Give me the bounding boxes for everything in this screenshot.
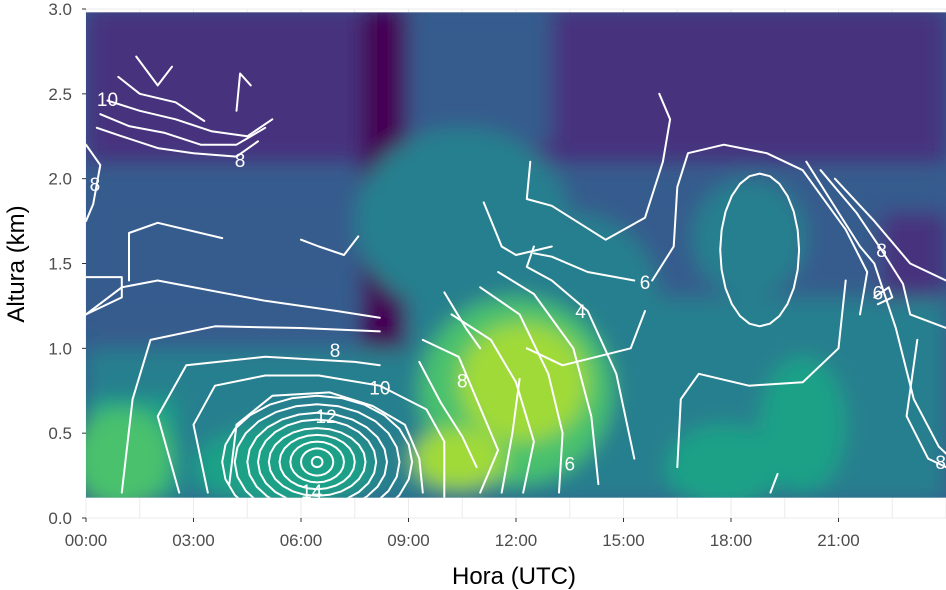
contour-labels: 10 8 8 8 10 12 14 8 4 6 6 8 6 8 xyxy=(90,90,946,503)
contour-label: 8 xyxy=(457,372,468,393)
contour-label: 8 xyxy=(90,175,101,196)
contour-label: 8 xyxy=(330,341,341,362)
x-tick-label: 00:00 xyxy=(65,531,108,550)
contour-label: 12 xyxy=(316,407,337,428)
y-tick-label: 1.0 xyxy=(48,339,72,358)
contour-line xyxy=(769,472,779,494)
y-tick-label: 1.5 xyxy=(48,255,72,274)
contour-line xyxy=(235,72,252,112)
x-tick-label: 12:00 xyxy=(495,531,538,550)
contour-line xyxy=(300,235,360,256)
y-axis-title: Altura (km) xyxy=(3,205,30,322)
contour-line xyxy=(289,440,345,484)
contour-label: 8 xyxy=(235,151,246,172)
contour-label: 6 xyxy=(564,455,575,476)
heat-region xyxy=(408,12,552,145)
contour-line xyxy=(873,286,894,306)
x-tick-label: 03:00 xyxy=(172,531,215,550)
contour-label: 4 xyxy=(575,302,586,323)
heat-region xyxy=(759,356,846,493)
contour-line xyxy=(421,338,500,494)
x-axis-title: Hora (UTC) xyxy=(452,563,576,590)
x-tick-label: 09:00 xyxy=(387,531,430,550)
contour-line xyxy=(450,313,535,494)
x-tick-label: 21:00 xyxy=(817,531,860,550)
y-axis-ticks: 0.0 0.5 1.0 1.5 2.0 2.5 3.0 xyxy=(48,0,86,528)
contour-line xyxy=(86,143,102,223)
contour-label: 10 xyxy=(97,90,118,111)
contour-line xyxy=(128,221,224,282)
y-tick-label: 0.0 xyxy=(48,509,72,528)
contour-line xyxy=(310,455,324,469)
contour-line xyxy=(156,355,381,494)
contour-line xyxy=(117,75,206,122)
contour-label: 6 xyxy=(640,273,651,294)
contour-line xyxy=(482,201,553,256)
heat-region xyxy=(458,322,588,442)
y-tick-label: 2.0 xyxy=(48,170,72,189)
contour-label: 10 xyxy=(369,378,390,399)
contour-line xyxy=(300,447,335,477)
contour-line xyxy=(443,291,482,350)
contour-line xyxy=(99,113,267,146)
contour-line xyxy=(805,160,946,455)
contour-label: 14 xyxy=(301,482,323,503)
heat-region xyxy=(412,428,506,490)
contour-line xyxy=(267,427,367,497)
y-tick-label: 2.5 xyxy=(48,85,72,104)
contour-label: 6 xyxy=(873,283,884,304)
contour-line xyxy=(525,92,672,241)
contour-line xyxy=(819,169,946,329)
contour-line xyxy=(221,394,414,498)
contour-line xyxy=(479,286,564,494)
contour-line xyxy=(651,143,869,316)
contour-line xyxy=(905,338,946,469)
contour-line xyxy=(95,126,259,158)
contour-line xyxy=(719,172,801,328)
contour-line xyxy=(228,391,424,494)
contour-line xyxy=(135,55,173,87)
contour-label: 8 xyxy=(876,241,887,262)
contour-line xyxy=(418,360,478,469)
contour-label: 8 xyxy=(935,453,946,474)
heat-region xyxy=(691,178,807,298)
x-tick-label: 15:00 xyxy=(602,531,645,550)
contour-line xyxy=(120,325,381,494)
x-tick-label: 18:00 xyxy=(710,531,753,550)
contour-line xyxy=(525,310,646,367)
contour-line xyxy=(233,403,401,498)
contour-line xyxy=(257,418,378,498)
contour-line xyxy=(86,276,123,316)
contour-line xyxy=(106,99,274,138)
x-axis-ticks: 00:00 03:00 06:00 09:00 12:00 15:00 18:00 21:00 xyxy=(65,518,860,550)
contour-line xyxy=(525,245,636,460)
contour-line xyxy=(532,252,636,282)
x-tick-label: 06:00 xyxy=(280,531,323,550)
y-tick-label: 0.5 xyxy=(48,424,72,443)
contour-lines xyxy=(86,55,946,498)
heat-region xyxy=(666,424,782,498)
y-tick-label: 3.0 xyxy=(48,0,72,19)
contour-line xyxy=(86,279,381,319)
heat-region xyxy=(86,407,172,498)
contour-line xyxy=(500,377,521,494)
contour-line xyxy=(497,271,600,486)
contour-line xyxy=(833,177,946,282)
contour-line xyxy=(676,279,847,469)
contour-line xyxy=(246,411,388,498)
contour-line xyxy=(192,374,446,498)
heat-blobs xyxy=(86,12,946,498)
contour-line xyxy=(278,433,356,491)
